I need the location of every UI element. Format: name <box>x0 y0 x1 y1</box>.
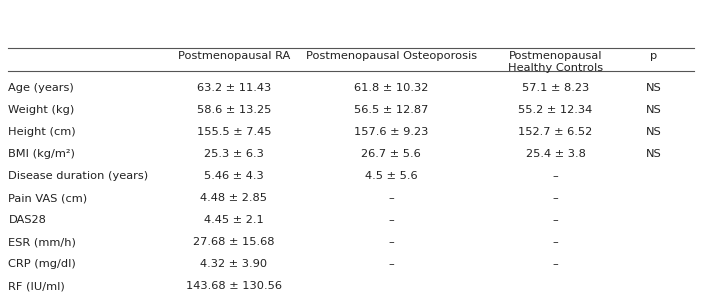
Text: 143.68 ± 130.56: 143.68 ± 130.56 <box>186 281 282 291</box>
Text: 63.2 ± 11.43: 63.2 ± 11.43 <box>197 83 271 93</box>
Text: Height (cm): Height (cm) <box>8 127 76 137</box>
Text: 25.4 ± 3.8: 25.4 ± 3.8 <box>526 149 585 159</box>
Text: Postmenopausal
Healthy Controls: Postmenopausal Healthy Controls <box>508 51 603 73</box>
Text: 58.6 ± 13.25: 58.6 ± 13.25 <box>197 105 271 115</box>
Text: –: – <box>388 215 394 225</box>
Text: Postmenopausal RA: Postmenopausal RA <box>178 51 290 61</box>
Text: 152.7 ± 6.52: 152.7 ± 6.52 <box>518 127 592 137</box>
Text: 57.1 ± 8.23: 57.1 ± 8.23 <box>522 83 589 93</box>
Text: 61.8 ± 10.32: 61.8 ± 10.32 <box>354 83 428 93</box>
Text: –: – <box>388 193 394 203</box>
Text: 25.3 ± 6.3: 25.3 ± 6.3 <box>204 149 264 159</box>
Text: 4.45 ± 2.1: 4.45 ± 2.1 <box>204 215 264 225</box>
Text: 157.6 ± 9.23: 157.6 ± 9.23 <box>354 127 428 137</box>
Text: –: – <box>552 237 558 247</box>
Text: Disease duration (years): Disease duration (years) <box>8 171 149 181</box>
Text: –: – <box>552 171 558 181</box>
Text: NS: NS <box>646 83 661 93</box>
Text: Weight (kg): Weight (kg) <box>8 105 74 115</box>
Text: 27.68 ± 15.68: 27.68 ± 15.68 <box>193 237 274 247</box>
Text: –: – <box>552 259 558 269</box>
Text: 4.5 ± 5.6: 4.5 ± 5.6 <box>365 171 418 181</box>
Text: Age (years): Age (years) <box>8 83 74 93</box>
Text: 155.5 ± 7.45: 155.5 ± 7.45 <box>197 127 271 137</box>
Text: NS: NS <box>646 149 661 159</box>
Text: NS: NS <box>646 105 661 115</box>
Text: 55.2 ± 12.34: 55.2 ± 12.34 <box>518 105 592 115</box>
Text: p: p <box>650 51 657 61</box>
Text: Pain VAS (cm): Pain VAS (cm) <box>8 193 88 203</box>
Text: DAS28: DAS28 <box>8 215 46 225</box>
Text: ESR (mm/h): ESR (mm/h) <box>8 237 77 247</box>
Text: –: – <box>552 215 558 225</box>
Text: –: – <box>388 259 394 269</box>
Text: 56.5 ± 12.87: 56.5 ± 12.87 <box>354 105 428 115</box>
Text: 5.46 ± 4.3: 5.46 ± 4.3 <box>204 171 264 181</box>
Text: BMI (kg/m²): BMI (kg/m²) <box>8 149 75 159</box>
Text: –: – <box>388 237 394 247</box>
Text: 26.7 ± 5.6: 26.7 ± 5.6 <box>362 149 421 159</box>
Text: 4.32 ± 3.90: 4.32 ± 3.90 <box>200 259 267 269</box>
Text: RF (IU/ml): RF (IU/ml) <box>8 281 65 291</box>
Text: Postmenopausal Osteoporosis: Postmenopausal Osteoporosis <box>305 51 477 61</box>
Text: NS: NS <box>646 127 661 137</box>
Text: –: – <box>552 193 558 203</box>
Text: 4.48 ± 2.85: 4.48 ± 2.85 <box>200 193 267 203</box>
Text: CRP (mg/dl): CRP (mg/dl) <box>8 259 76 269</box>
